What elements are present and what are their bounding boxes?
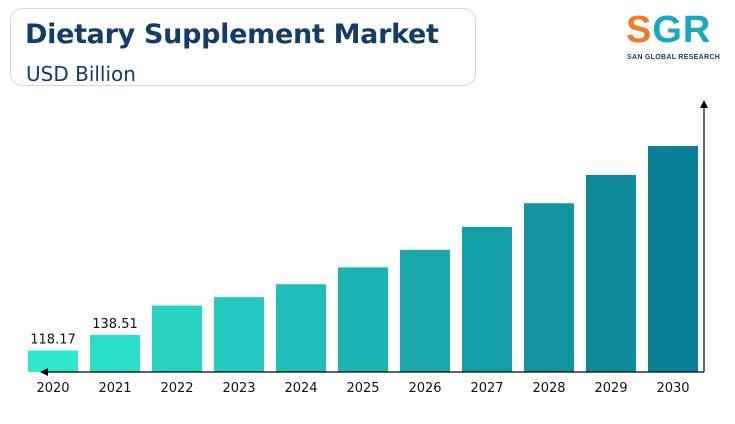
bar-2022 [152,305,202,372]
bar-2021 [90,334,140,372]
y-axis-arrow [700,100,708,108]
company-logo: SGR SAN GLOBAL RESEARCH [610,8,730,64]
x-tick-label-2023: 2023 [222,381,255,396]
bars-group [28,145,698,372]
x-tick-label-2026: 2026 [408,381,441,396]
logo-tagline: SAN GLOBAL RESEARCH [627,54,721,61]
x-tick-label-2030: 2030 [656,381,689,396]
bar-2026 [400,249,450,372]
logo-mark: SGR [626,9,712,51]
x-tick-label-2027: 2027 [470,381,503,396]
data-label-2021: 138.51 [92,317,138,332]
bar-2030 [648,145,698,372]
bar-2023 [214,297,264,372]
bar-2025 [338,267,388,372]
x-tick-label-2025: 2025 [346,381,379,396]
chart-title: Dietary Supplement Market [25,19,439,50]
x-tick-label-2029: 2029 [594,381,627,396]
x-tick-label-2021: 2021 [98,381,131,396]
data-label-2020: 118.17 [30,332,76,347]
bar-2027 [462,226,512,372]
chart-subtitle: USD Billion [26,62,136,86]
x-tick-label-2020: 2020 [36,381,69,396]
bar-2020 [28,350,78,372]
labels-group: 2020 118.17 2021 138.51 2022 2023 2024 2025 2026… [30,317,689,396]
title-card: Dietary Supplement Market USD Billion [10,8,476,86]
bar-2024 [276,284,326,372]
x-tick-label-2028: 2028 [532,381,565,396]
x-tick-label-2024: 2024 [284,381,317,396]
bar-2029 [586,174,636,372]
x-axis-arrow [40,368,48,376]
bar-2028 [524,203,574,372]
x-tick-label-2022: 2022 [160,381,193,396]
